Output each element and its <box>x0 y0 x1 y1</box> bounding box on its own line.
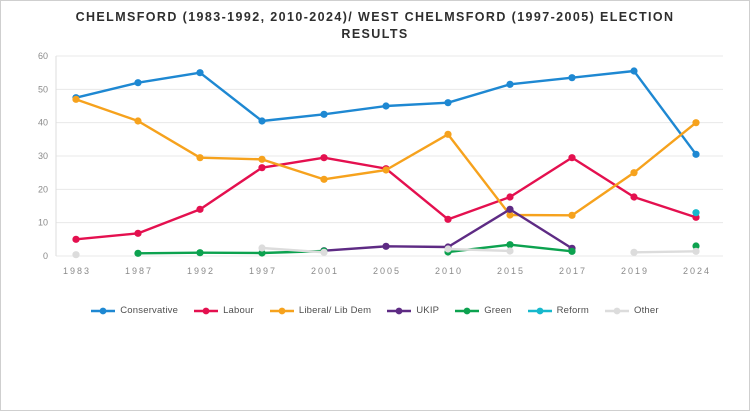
series-line-green <box>136 249 326 255</box>
data-point <box>320 175 328 183</box>
y-tick-label: 10 <box>38 218 48 228</box>
data-point <box>258 155 266 163</box>
legend-item-other: Other <box>604 305 659 316</box>
data-point <box>692 119 700 127</box>
data-point <box>692 242 700 250</box>
series-line-conservative <box>74 69 698 156</box>
data-point <box>568 211 576 219</box>
legend-label: Green <box>484 305 512 316</box>
legend-marker-icon <box>194 307 219 314</box>
legend-label: Reform <box>556 305 589 316</box>
series-line-other <box>260 246 326 254</box>
legend-label: Labour <box>223 305 254 316</box>
legend-marker-icon <box>455 307 480 314</box>
data-point <box>382 166 390 174</box>
legend-item-ukip: UKIP <box>387 305 439 316</box>
x-tick-label: 2017 <box>559 266 587 276</box>
x-tick-label: 1987 <box>125 266 153 276</box>
data-point <box>444 215 452 223</box>
data-point <box>196 154 204 162</box>
x-tick-label: 2005 <box>373 266 401 276</box>
data-point <box>506 247 514 255</box>
y-tick-label: 0 <box>43 251 48 261</box>
x-tick-label: 2001 <box>311 266 339 276</box>
data-point <box>630 193 638 201</box>
data-point <box>258 244 266 252</box>
data-point <box>196 205 204 213</box>
data-point <box>568 247 576 255</box>
data-point <box>692 150 700 158</box>
data-point <box>444 130 452 138</box>
chart-title-line-1: CHELMSFORD (1983-1992, 2010-2024)/ WEST … <box>75 10 675 24</box>
legend-marker-icon <box>527 307 552 314</box>
data-point <box>506 80 514 88</box>
data-point <box>320 248 328 256</box>
data-point <box>72 251 80 259</box>
chart-legend: Conservative Labour Liberal/ Lib Dem UKIP Gr… <box>1 305 749 316</box>
series-line-other <box>632 250 698 254</box>
data-point <box>630 248 638 256</box>
data-point <box>444 245 452 253</box>
legend-label: UKIP <box>416 305 440 316</box>
chart-title: CHELMSFORD (1983-1992, 2010-2024)/ WEST … <box>1 9 749 43</box>
series-line-other <box>446 247 512 253</box>
y-tick-label: 60 <box>38 51 48 61</box>
chart-title-line-2: RESULTS <box>341 27 409 41</box>
legend-label: Liberal/ Lib Dem <box>298 305 372 316</box>
x-tick-label: 1992 <box>187 266 215 276</box>
data-point <box>506 205 514 213</box>
legend-label: Other <box>633 305 659 316</box>
y-tick-label: 50 <box>38 84 48 94</box>
data-point <box>258 164 266 172</box>
legend-marker-icon <box>604 307 629 314</box>
x-tick-label: 2015 <box>497 266 525 276</box>
data-point <box>134 229 142 237</box>
data-point <box>258 117 266 125</box>
data-point <box>692 209 700 217</box>
data-point <box>382 242 390 250</box>
x-tick-label: 2010 <box>435 266 463 276</box>
data-point <box>196 249 204 257</box>
data-point <box>72 95 80 103</box>
x-tick-label: 1983 <box>63 266 91 276</box>
data-point <box>630 169 638 177</box>
y-tick-label: 20 <box>38 184 48 194</box>
data-point <box>196 69 204 77</box>
data-point <box>692 247 700 255</box>
legend-marker-icon <box>269 307 294 314</box>
legend-item-conservative: Conservative <box>91 305 178 316</box>
legend-label: Conservative <box>120 305 179 316</box>
data-point <box>134 79 142 87</box>
x-tick-label: 1997 <box>249 266 277 276</box>
data-point <box>444 99 452 107</box>
data-point <box>506 193 514 201</box>
data-point <box>568 154 576 162</box>
data-point <box>630 67 638 75</box>
series-line-liberal-lib-dem <box>74 98 698 217</box>
data-point <box>506 211 514 219</box>
data-point <box>382 102 390 110</box>
legend-marker-icon <box>387 307 412 314</box>
x-tick-label: 2024 <box>683 266 711 276</box>
data-point <box>320 154 328 162</box>
data-point <box>320 110 328 118</box>
legend-item-labour: Labour <box>194 305 254 316</box>
data-point <box>506 241 514 249</box>
data-point <box>72 235 80 243</box>
data-point <box>258 249 266 257</box>
x-tick-label: 2019 <box>621 266 649 276</box>
y-tick-label: 40 <box>38 118 48 128</box>
legend-marker-icon <box>91 307 116 314</box>
line-chart: 0 10 20 30 40 50 60 1983 1987 1992 1997 2001 2005 201… <box>38 51 723 276</box>
data-point <box>134 117 142 125</box>
y-tick-label: 30 <box>38 151 48 161</box>
data-point <box>134 249 142 257</box>
legend-item-liberal-lib-dem: Liberal/ Lib Dem <box>269 305 372 316</box>
legend-item-green: Green <box>455 305 511 316</box>
data-point <box>568 74 576 82</box>
legend-item-reform: Reform <box>527 305 589 316</box>
